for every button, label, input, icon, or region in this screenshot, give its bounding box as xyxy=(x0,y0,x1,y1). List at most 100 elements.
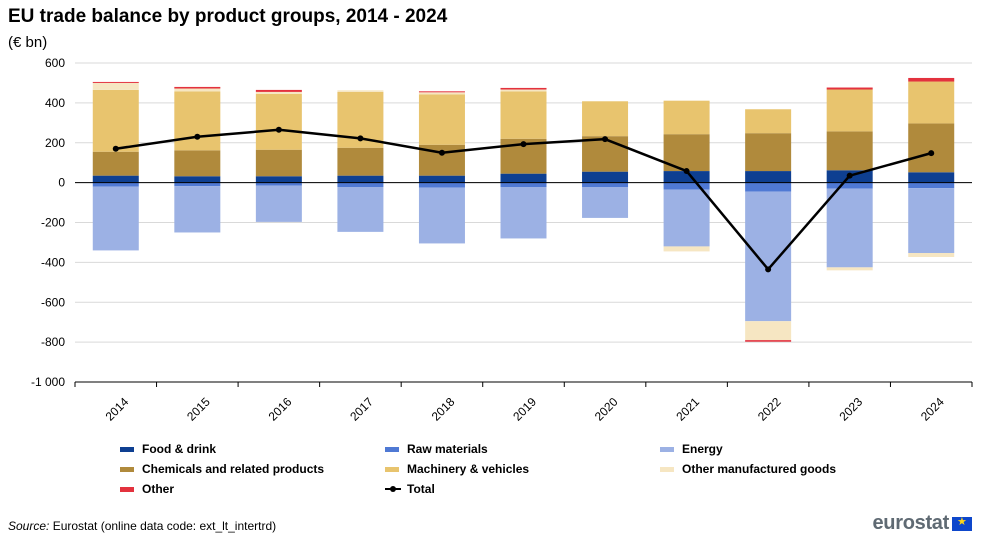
bar-segment xyxy=(745,191,792,322)
x-tick-label: 2021 xyxy=(673,395,702,424)
x-tick-label: 2018 xyxy=(429,395,458,424)
legend-label: Energy xyxy=(682,442,723,456)
legend-item-machinery: Machinery & vehicles xyxy=(385,462,529,476)
x-tick-label: 2022 xyxy=(755,395,784,424)
bar-segment xyxy=(500,173,547,183)
legend-label: Other xyxy=(142,482,175,496)
legend-swatch xyxy=(385,446,399,452)
bar-segment xyxy=(745,340,792,342)
bar-segment xyxy=(92,151,139,176)
x-tick-label: 2015 xyxy=(184,395,213,424)
y-tick-label: -600 xyxy=(41,295,65,309)
bar-segment xyxy=(745,321,792,341)
legend-swatch xyxy=(120,446,134,452)
bar-segment xyxy=(500,89,547,92)
total-point xyxy=(357,135,364,142)
axes xyxy=(74,182,973,387)
bar-segment xyxy=(337,147,384,176)
bar-segment xyxy=(826,188,873,268)
total-point xyxy=(194,133,201,140)
bar-segment xyxy=(826,87,873,90)
bar-segment xyxy=(92,81,139,83)
bar-segment xyxy=(908,253,955,257)
legend-item-other-manufactured: Other manufactured goods xyxy=(660,462,836,476)
total-point xyxy=(112,145,119,152)
y-tick-label: 400 xyxy=(45,96,65,110)
bar-segment xyxy=(337,90,384,92)
bar-segment xyxy=(500,91,547,139)
legend-label: Food & drink xyxy=(142,442,216,456)
bar-segment xyxy=(908,81,955,124)
gridlines xyxy=(75,62,972,383)
bar-segment xyxy=(908,123,955,173)
y-tick-label: -800 xyxy=(41,335,65,349)
y-tick-label: -400 xyxy=(41,255,65,269)
bar-segment xyxy=(174,186,221,233)
bar-segment xyxy=(337,182,384,188)
legend-item-total: Total xyxy=(385,482,435,496)
legend-swatch xyxy=(660,466,674,472)
legend-label: Other manufactured goods xyxy=(682,462,837,476)
legend-item-raw-materials: Raw materials xyxy=(385,442,488,456)
x-tick-label: 2024 xyxy=(918,395,947,424)
bar-segment xyxy=(255,185,302,222)
bar-segment xyxy=(337,187,384,232)
legend-line-swatch xyxy=(385,486,401,492)
bar-segment xyxy=(174,88,221,92)
bar-segment xyxy=(663,246,710,252)
legend-label: Total xyxy=(407,482,435,496)
legend-item-chemicals: Chemicals and related products xyxy=(120,462,324,476)
bar-segment xyxy=(92,186,139,251)
total-line-group xyxy=(112,126,935,273)
bar-segment xyxy=(255,149,302,177)
total-point xyxy=(846,172,853,179)
bar-segment xyxy=(582,101,629,137)
logo-text: eurostat xyxy=(872,512,949,534)
chart-subtitle: (€ bn) xyxy=(8,34,48,51)
bar-segment xyxy=(908,182,955,189)
bar-segment xyxy=(92,89,139,152)
bar-segment xyxy=(908,77,955,82)
bar-segment xyxy=(745,133,792,172)
x-tick-label: 2016 xyxy=(266,395,295,424)
bar-segment xyxy=(92,182,139,187)
y-tick-label: -1 000 xyxy=(31,375,65,389)
bar-segment xyxy=(663,189,710,247)
bar-segment xyxy=(663,171,710,183)
bar-group xyxy=(92,77,955,342)
bar-segment xyxy=(826,182,873,189)
legend-item-food: Food & drink xyxy=(120,442,216,456)
bar-segment xyxy=(418,175,465,183)
legend-item-energy: Energy xyxy=(660,442,723,456)
bar-segment xyxy=(174,182,221,187)
legend-swatch xyxy=(660,446,674,452)
x-tick-label: 2023 xyxy=(836,395,865,424)
bar-segment xyxy=(582,182,629,188)
legend-label: Machinery & vehicles xyxy=(407,462,530,476)
y-tick-label: 200 xyxy=(45,136,65,150)
legend-swatch xyxy=(120,486,134,492)
total-point xyxy=(438,149,445,156)
bar-segment xyxy=(418,92,465,95)
bar-segment xyxy=(337,175,384,183)
chart-area: 600 400 200 0 -200 -400 -600 -800 -1 000 2014 2015… xyxy=(31,56,973,424)
bar-segment xyxy=(745,109,792,134)
bar-segment xyxy=(418,94,465,145)
total-point xyxy=(602,136,609,143)
y-tick-label: 0 xyxy=(58,176,65,190)
bar-segment xyxy=(500,182,547,188)
total-point xyxy=(683,168,690,175)
chart-title: EU trade balance by product groups, 2014… xyxy=(8,6,448,27)
x-tick-label: 2019 xyxy=(510,395,539,424)
bar-segment xyxy=(174,176,221,183)
bar-segment xyxy=(174,86,221,89)
bar-segment xyxy=(582,171,629,183)
bar-segment xyxy=(92,82,139,90)
source-label: Source: xyxy=(8,519,50,533)
total-point xyxy=(275,126,282,133)
bar-segment xyxy=(826,267,873,271)
bar-segment xyxy=(255,93,302,150)
tick-labels: 600 400 200 0 -200 -400 -600 -800 -1 000 2014 2015… xyxy=(31,56,947,424)
bar-segment xyxy=(663,182,710,190)
legend-swatch xyxy=(120,466,134,472)
